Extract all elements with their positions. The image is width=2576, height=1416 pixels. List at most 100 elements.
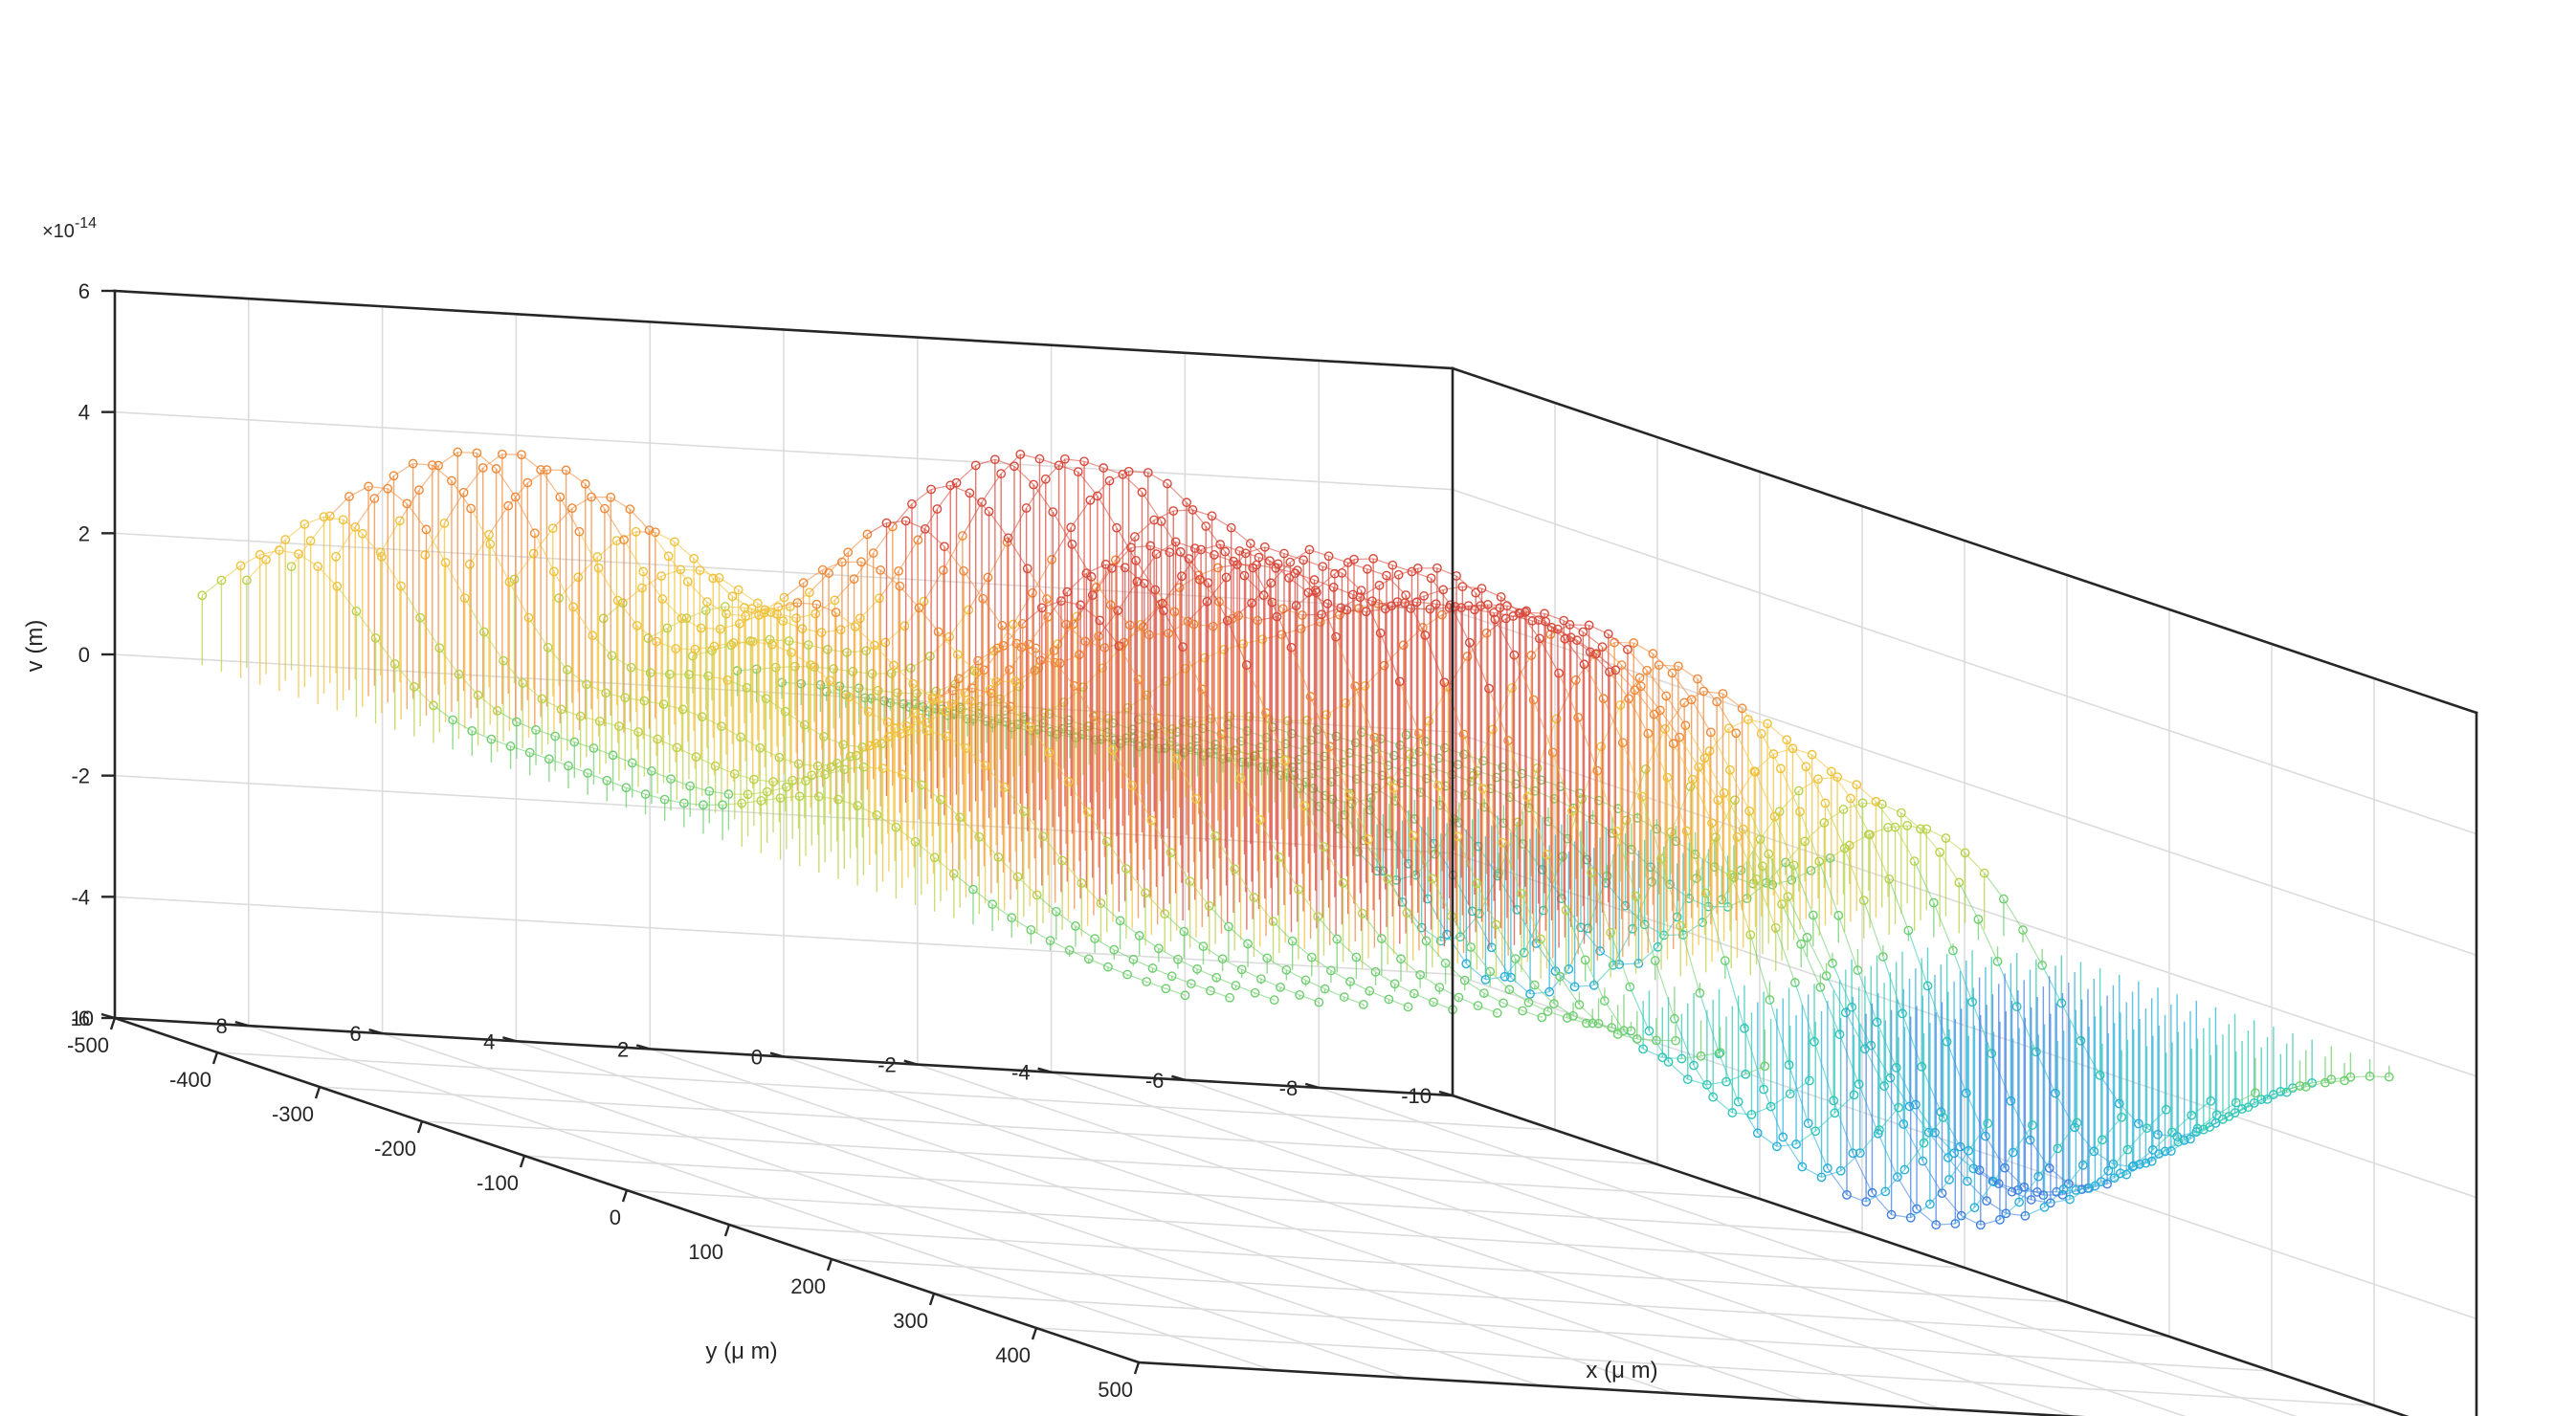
y-tick-mark (502, 1036, 517, 1043)
row-link (1149, 544, 1170, 553)
data-point (1131, 556, 1142, 565)
data-point (1262, 953, 1273, 963)
row-link (1659, 710, 1680, 738)
data-point (1803, 1118, 1813, 1128)
surface-row (688, 449, 1681, 1046)
row-link (1162, 575, 1183, 605)
data-point (1894, 1102, 1904, 1113)
row-link (1029, 726, 1050, 753)
row-link (514, 553, 535, 580)
row-link (1411, 570, 1432, 579)
data-point (2037, 961, 2048, 970)
data-point (1499, 998, 1508, 1008)
data-point (1087, 590, 1098, 601)
row-link (1259, 819, 1280, 858)
row-link (2012, 1124, 2033, 1153)
data-point (1421, 936, 1432, 946)
data-point (1961, 1088, 1971, 1098)
z-axis-label: v (m) (22, 620, 48, 673)
row-link (1112, 749, 1133, 786)
data-point (1273, 559, 1283, 569)
data-point (1234, 545, 1245, 556)
row-link (926, 730, 947, 738)
data-point (1815, 982, 1826, 992)
data-point (727, 591, 738, 602)
row-link (291, 540, 312, 567)
row-link (1646, 670, 1667, 697)
data-point (486, 734, 497, 744)
data-point (1705, 727, 1716, 738)
data-point (1026, 924, 1036, 935)
data-point (582, 679, 591, 690)
data-point (324, 511, 335, 521)
data-point (1243, 939, 1253, 949)
data-point (1149, 515, 1160, 525)
row-link (994, 458, 1015, 467)
row-link (1437, 785, 1458, 837)
data-point (1042, 594, 1052, 604)
x-tick-mark (519, 1155, 526, 1168)
data-point (1376, 934, 1387, 943)
row-link (1802, 1165, 1822, 1178)
data-point (1343, 558, 1353, 567)
row-link (1264, 546, 1285, 555)
row-link (1053, 624, 1075, 652)
data-point (2206, 1095, 2216, 1106)
data-point (2033, 1171, 2044, 1182)
row-link (1346, 609, 1366, 612)
row-link (987, 542, 1009, 578)
data-point (1241, 660, 1252, 671)
data-point (1034, 454, 1045, 464)
row-link (1990, 1052, 2011, 1101)
data-point (1015, 449, 1026, 459)
data-point (2077, 1160, 2088, 1170)
data-point (638, 566, 649, 577)
data-point (477, 463, 488, 473)
row-link (1622, 742, 1643, 797)
data-point (1409, 988, 1419, 999)
row-link (1238, 614, 1258, 622)
data-point (261, 554, 271, 564)
row-link (802, 628, 822, 633)
data-point (803, 640, 813, 650)
row-link (1513, 654, 1535, 700)
row-link (1947, 1157, 1968, 1182)
row-link (618, 725, 639, 733)
data-point (197, 590, 208, 601)
data-point (1536, 934, 1546, 944)
data-point (1789, 978, 1800, 987)
data-point (1429, 997, 1438, 1007)
row-link (1513, 615, 1533, 622)
data-point (1403, 1002, 1413, 1012)
row-link (554, 735, 575, 743)
data-point (1770, 922, 1781, 933)
row-link (1973, 1181, 1995, 1208)
data-point (952, 650, 963, 659)
y-tick-label: -6 (1145, 1069, 1165, 1093)
data-point (820, 769, 831, 780)
row-link (750, 638, 770, 642)
data-point (690, 644, 700, 654)
data-point (1255, 974, 1266, 985)
row-link (1812, 915, 1833, 964)
row-link (1130, 544, 1151, 548)
data-point (1393, 569, 1404, 580)
data-point (1254, 552, 1264, 563)
row-link (1339, 608, 1360, 616)
data-point (1211, 972, 1222, 983)
row-link (1794, 982, 1815, 1042)
x-tick-mark (826, 1258, 833, 1272)
data-point (621, 783, 632, 793)
backwall-gridline-z (1452, 488, 2477, 835)
data-point (1777, 899, 1787, 909)
row-link (1716, 701, 1737, 734)
row-link (1699, 992, 1721, 1054)
data-point (1759, 1084, 1769, 1095)
data-point (1899, 1118, 1909, 1129)
data-point (1846, 793, 1855, 804)
data-point (235, 561, 246, 571)
data-point (1938, 1113, 1948, 1122)
data-point (447, 476, 456, 486)
row-link (1577, 717, 1598, 771)
data-point (1675, 732, 1684, 742)
